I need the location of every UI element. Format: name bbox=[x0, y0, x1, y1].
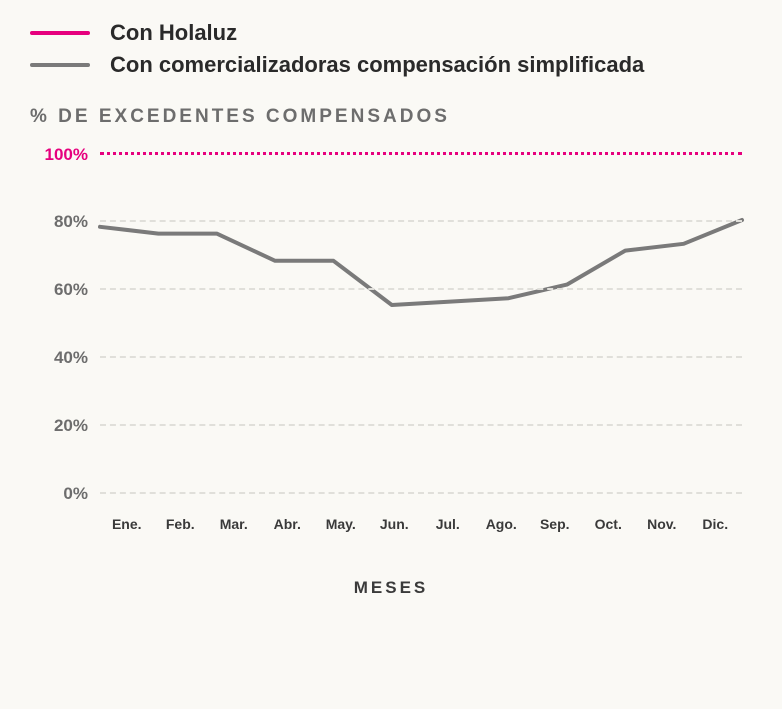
series-svg bbox=[100, 152, 742, 492]
y-axis-label: 20% bbox=[54, 416, 100, 436]
gridline: 100% bbox=[100, 152, 742, 155]
x-axis-label: Feb. bbox=[154, 516, 208, 532]
x-axis-label: Mar. bbox=[207, 516, 261, 532]
x-axis-label: May. bbox=[314, 516, 368, 532]
y-axis-label: 100% bbox=[45, 145, 100, 165]
gridline: 40% bbox=[100, 356, 742, 358]
x-axis-labels: Ene.Feb.Mar.Abr.May.Jun.Jul.Ago.Sep.Oct.… bbox=[100, 516, 742, 532]
legend-label: Con comercializadoras compensación simpl… bbox=[110, 52, 644, 78]
x-axis-label: Dic. bbox=[689, 516, 743, 532]
gridline: 0% bbox=[100, 492, 742, 494]
x-axis-label: Oct. bbox=[582, 516, 636, 532]
legend: Con Holaluz Con comercializadoras compens… bbox=[30, 20, 752, 78]
x-axis-label: Ago. bbox=[475, 516, 529, 532]
x-axis-label: Jul. bbox=[421, 516, 475, 532]
y-axis-label: 80% bbox=[54, 212, 100, 232]
legend-swatch bbox=[30, 63, 90, 67]
gridline: 60% bbox=[100, 288, 742, 290]
x-axis-label: Nov. bbox=[635, 516, 689, 532]
chart-area: 100%80%60%40%20%0% Ene.Feb.Mar.Abr.May.J… bbox=[30, 142, 752, 542]
plot-region: 100% 80% 60% 40% 20% 0% bbox=[100, 152, 742, 492]
y-axis-label: 40% bbox=[54, 348, 100, 368]
legend-swatch bbox=[30, 31, 90, 35]
y-axis-label: 60% bbox=[54, 280, 100, 300]
y-axis-label: 0% bbox=[63, 484, 100, 504]
legend-item: Con comercializadoras compensación simpl… bbox=[30, 52, 752, 78]
legend-item: Con Holaluz bbox=[30, 20, 752, 46]
gridline: 20% bbox=[100, 424, 742, 426]
legend-label: Con Holaluz bbox=[110, 20, 237, 46]
gridline: 80% bbox=[100, 220, 742, 222]
x-axis-label: Abr. bbox=[261, 516, 315, 532]
x-axis-label: Jun. bbox=[368, 516, 422, 532]
x-axis-title: MESES bbox=[30, 578, 752, 598]
x-axis-label: Ene. bbox=[100, 516, 154, 532]
series-line bbox=[100, 220, 742, 305]
chart-container: Con Holaluz Con comercializadoras compens… bbox=[0, 0, 782, 709]
x-axis-label: Sep. bbox=[528, 516, 582, 532]
chart-title: % DE EXCEDENTES COMPENSADOS bbox=[30, 106, 752, 128]
